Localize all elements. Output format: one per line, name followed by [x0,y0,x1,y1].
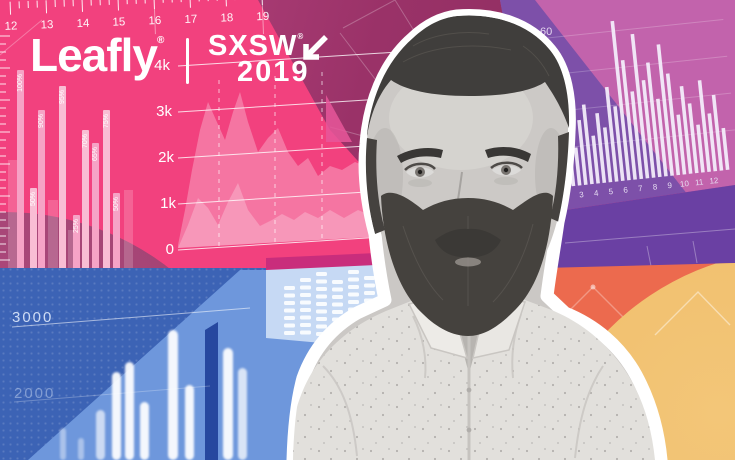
axis-tick-label: 4k [154,57,170,74]
bar-label: 95% [59,90,66,104]
pink-bar-chart: 100% 50% 90% 95% 25% 70% 65% 75% 50% [8,70,133,272]
portrait-photo [286,9,668,460]
left-ruler [0,35,10,261]
ruler-number: 18 [220,12,233,24]
ruler-number: 19 [256,11,269,23]
axis-tick-label: 6 [623,185,629,194]
arrow-down-left-icon [303,35,328,60]
bar-label: 65% [92,147,99,161]
axis-tick-label: 5 [608,187,614,196]
bar-label: 50% [30,192,37,206]
purple-histogram: 1 2 3 4 5 6 7 8 9 10 11 12 [545,18,735,203]
registered-mark: ® [297,32,305,41]
axis-tick-label: 1k [160,195,176,212]
sxsw-year: 2019 [237,56,310,88]
axis-tick-label: 0 [166,241,174,258]
pink-sliver [326,95,352,142]
ruler-number: 12 [4,20,17,32]
pink-accent-line [0,19,43,56]
ruler-number: 13 [40,19,53,31]
leafly-logo: Leafly® [30,32,164,78]
bar-label: 25% [73,219,80,233]
axis-tick-label: 3k [156,103,172,120]
axis-tick-label: 9 [667,181,673,190]
bar-label: 90% [38,114,45,128]
bar-label: 50% [113,197,120,211]
axis-tick-label: 12 [709,176,719,186]
axis-tick-label: 8 [652,182,658,191]
axis-tick-label: 2000 [14,385,55,402]
bar-label: 100% [17,74,24,92]
registered-mark: ® [156,35,165,46]
sxsw-wordmark: SXSW® [208,32,304,61]
yellow-mesh-line [654,291,731,336]
axis-tick-label: 11 [695,177,705,187]
axis-tick-label: 3 [579,190,585,199]
ruler-number: 15 [112,16,125,28]
ruler-number: 14 [76,18,90,31]
bar-label: 70% [82,134,89,148]
axis-tick-label: 4 [593,188,599,197]
axis-tick-label: 2k [158,149,174,166]
area-chart: 4k 3k 2k 1k 0 [154,51,399,258]
logo-divider [186,38,189,84]
axis-tick-label: 10 [680,179,690,189]
sxsw-text: SXSW [208,30,298,62]
axis-tick-label: 7 [638,184,644,193]
ruler-number: 16 [148,15,161,27]
axis-tick-label: 3000 [12,309,53,326]
top-ruler: 12 13 14 15 16 17 18 19 [4,0,269,35]
leafly-logo-text: Leafly [30,29,158,81]
bar-label: 75% [103,114,110,128]
ruler-number: 17 [184,14,197,26]
